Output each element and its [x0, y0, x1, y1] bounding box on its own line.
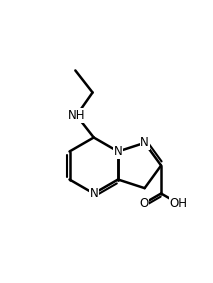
- Text: NH: NH: [68, 109, 85, 122]
- Text: N: N: [114, 145, 122, 158]
- Text: OH: OH: [170, 197, 188, 210]
- Text: O: O: [139, 197, 148, 210]
- Text: N: N: [89, 187, 98, 200]
- Text: N: N: [140, 136, 149, 149]
